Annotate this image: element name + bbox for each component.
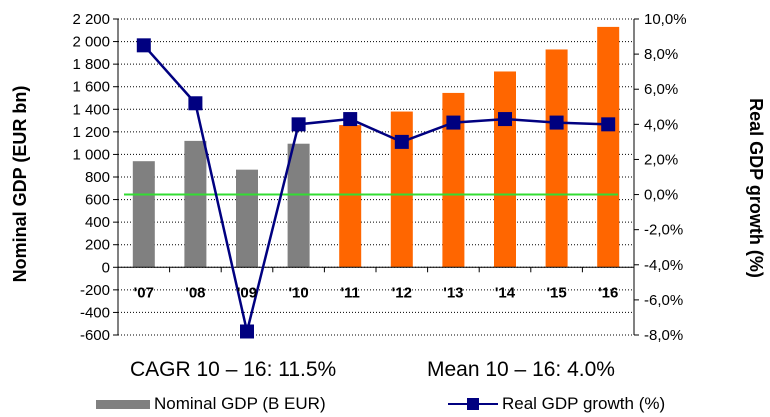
category-label: '15 xyxy=(546,284,566,301)
bar xyxy=(236,169,258,268)
left-tick-label: -600 xyxy=(80,327,110,344)
right-tick-label: 4,0% xyxy=(644,116,678,133)
left-tick-label: 1 000 xyxy=(72,146,110,163)
left-tick-label: 800 xyxy=(85,169,110,186)
left-tick-label: 2 000 xyxy=(72,34,110,51)
right-tick-label: 6,0% xyxy=(644,81,678,98)
y-axis-title: Nominal GDP (EUR bn) xyxy=(10,86,30,283)
growth-marker xyxy=(394,134,409,149)
growth-marker xyxy=(136,38,151,53)
bar xyxy=(494,71,516,268)
growth-marker xyxy=(188,96,203,111)
axes xyxy=(113,18,639,336)
bar xyxy=(390,111,413,268)
left-tick-label: 600 xyxy=(85,192,110,209)
left-tick-label: 1 200 xyxy=(72,124,110,141)
category-label: '16 xyxy=(598,284,618,301)
bar xyxy=(339,125,362,268)
growth-marker xyxy=(549,115,564,130)
growth-marker xyxy=(240,324,254,339)
left-tick-label: 200 xyxy=(85,237,110,254)
growth-marker xyxy=(343,112,358,127)
growth-marker xyxy=(498,112,512,127)
growth-marker xyxy=(446,115,461,130)
right-tick-label: -6,0% xyxy=(644,292,683,309)
legend-bar-swatch xyxy=(96,399,150,409)
category-label: '07 xyxy=(134,284,154,301)
legend-real-growth-label: Real GDP growth (%) xyxy=(502,394,666,413)
cagr-note: CAGR 10 – 16: 11.5% xyxy=(130,358,337,381)
bar xyxy=(287,143,310,268)
left-tick-label: -200 xyxy=(80,282,110,299)
growth-marker xyxy=(291,117,306,132)
right-tick-label: -2,0% xyxy=(644,222,683,239)
category-labels: '07 '08 '09 '10 '11 '12 '13 '14 '15 '16 xyxy=(134,284,619,301)
category-label: '11 xyxy=(340,284,359,301)
left-tick-label: -400 xyxy=(80,304,110,321)
bar xyxy=(132,161,155,268)
category-label: '08 xyxy=(185,284,205,301)
right-tick-label: -8,0% xyxy=(644,327,683,344)
growth-line xyxy=(142,44,609,332)
right-tick-label: -4,0% xyxy=(644,257,683,274)
category-label: '10 xyxy=(288,284,308,301)
left-tick-label: 400 xyxy=(85,214,110,231)
left-tick-label: 0 xyxy=(102,259,110,276)
left-tick-label: 1 400 xyxy=(72,101,110,118)
y2-axis-title: Real GDP growth (%) xyxy=(746,98,766,278)
category-label: '13 xyxy=(443,284,463,301)
right-axis-ticks: 10,0% 8,0% 6,0% 4,0% 2,0% 0,0% -2,0% -4,0% -6,0%… xyxy=(644,11,687,344)
mean-note: Mean 10 – 16: 4.0% xyxy=(427,358,615,381)
left-tick-label: 1 800 xyxy=(72,56,110,73)
gdp-chart: '07 '08 '09 '10 '11 '12 '13 '14 '15 '16 2 200 2 00… xyxy=(10,11,766,344)
right-tick-label: 10,0% xyxy=(644,11,687,28)
right-tick-label: 0,0% xyxy=(644,187,678,204)
growth-marker xyxy=(601,117,616,132)
category-label: '12 xyxy=(392,284,412,301)
bar xyxy=(442,92,465,268)
right-tick-label: 8,0% xyxy=(644,46,678,63)
legend-real-growth: Real GDP growth (%) xyxy=(448,393,665,415)
bar xyxy=(545,49,568,268)
bar xyxy=(597,26,620,268)
left-tick-label: 2 200 xyxy=(72,11,110,28)
left-axis-ticks: 2 200 2 000 1 800 1 600 1 400 1 200 1 000 800 60… xyxy=(72,11,110,344)
legend-nominal-gdp-label: Nominal GDP (B EUR) xyxy=(154,394,326,413)
right-tick-label: 2,0% xyxy=(644,151,678,168)
legend-line-swatch xyxy=(448,397,498,411)
legend-nominal-gdp: Nominal GDP (B EUR) xyxy=(96,393,326,415)
left-tick-label: 1 600 xyxy=(72,79,110,96)
category-label: '09 xyxy=(237,284,257,301)
category-label: '14 xyxy=(495,284,516,301)
line-series xyxy=(136,38,616,339)
bar xyxy=(184,140,207,268)
